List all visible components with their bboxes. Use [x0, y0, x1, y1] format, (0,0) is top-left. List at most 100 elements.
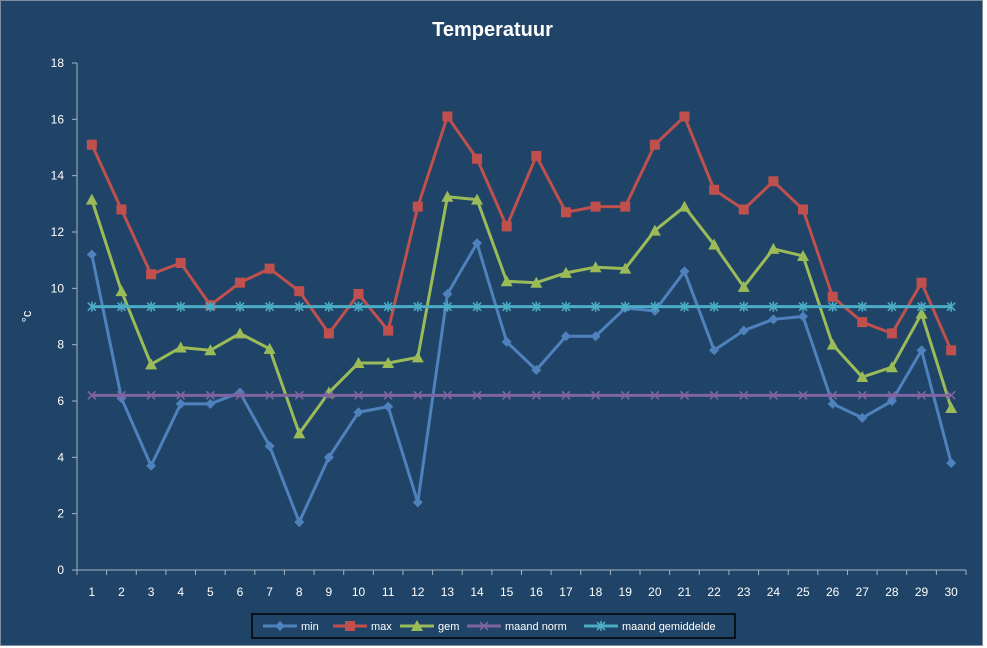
data-point-maand-norm [916, 390, 927, 400]
data-point-min [323, 452, 334, 463]
data-point-min [827, 398, 838, 409]
data-point-min [205, 398, 216, 409]
x-tick-label: 22 [707, 585, 721, 599]
data-point-max [472, 153, 483, 164]
x-tick-label: 19 [619, 585, 633, 599]
data-point-min [175, 398, 186, 409]
data-point-maand-gemiddelde [561, 301, 571, 312]
data-point-gem [797, 249, 810, 261]
legend-label-maand-gemiddelde: maand gemiddelde [622, 621, 716, 633]
x-tick-label: 15 [500, 585, 514, 599]
y-tick-label: 8 [57, 338, 64, 352]
data-point-gem [85, 193, 98, 205]
data-point-maand-norm [353, 390, 364, 400]
data-point-maand-gemiddelde [146, 301, 156, 312]
data-point-max [798, 204, 809, 215]
data-point-gem [293, 427, 306, 439]
data-point-max [946, 345, 957, 356]
chart-title: Temperatuur [432, 19, 553, 41]
data-point-gem [648, 224, 661, 236]
data-point-max [531, 150, 542, 161]
legend-marker-max [345, 621, 355, 631]
data-point-maand-norm [768, 390, 778, 400]
data-point-gem [559, 266, 572, 278]
data-point-gem [411, 351, 424, 363]
y-tick-label: 4 [57, 450, 64, 464]
y-tick-label: 10 [51, 281, 65, 295]
x-tick-label: 6 [237, 585, 244, 599]
x-tick-label: 21 [678, 585, 692, 599]
data-point-gem [500, 275, 513, 287]
legend-label-gem: gem [438, 621, 459, 633]
data-point-maand-norm [798, 390, 808, 400]
data-point-maand-norm [294, 390, 304, 400]
data-point-max [116, 204, 127, 215]
x-tick-label: 27 [856, 585, 870, 599]
data-point-maand-gemiddelde [324, 301, 334, 312]
data-point-maand-norm [265, 390, 275, 400]
data-point-max [649, 139, 660, 150]
data-point-max [620, 201, 631, 212]
data-point-maand-gemiddelde [502, 301, 512, 312]
data-point-maand-norm [324, 390, 334, 400]
data-point-max [234, 277, 245, 288]
data-point-max [827, 291, 838, 302]
data-point-maand-gemiddelde [442, 301, 452, 312]
data-point-maand-norm [650, 390, 660, 400]
data-point-max [916, 277, 927, 288]
data-point-min [738, 325, 749, 336]
data-point-maand-gemiddelde [294, 301, 304, 312]
data-point-maand-norm [531, 390, 541, 400]
data-point-max [886, 328, 897, 339]
data-point-min [146, 460, 157, 471]
data-point-gem [263, 342, 276, 354]
data-point-max [501, 221, 512, 232]
data-point-min [798, 311, 809, 322]
data-point-min [857, 412, 868, 423]
data-point-maand-gemiddelde [916, 301, 927, 312]
data-point-max [323, 328, 334, 339]
data-point-maand-norm [857, 390, 867, 400]
x-tick-label: 13 [441, 585, 455, 599]
x-tick-label: 24 [767, 585, 781, 599]
legend-label-max: max [371, 621, 392, 633]
x-tick-label: 16 [530, 585, 544, 599]
data-point-gem [471, 193, 484, 205]
data-point-maand-norm [679, 390, 690, 400]
data-point-gem [352, 356, 365, 368]
data-point-gem [885, 361, 898, 373]
x-tick-label: 14 [470, 585, 484, 599]
x-tick-label: 23 [737, 585, 751, 599]
data-point-maand-norm [828, 390, 838, 400]
data-point-maand-norm [146, 390, 156, 400]
data-point-min [472, 238, 483, 249]
x-tick-label: 25 [796, 585, 810, 599]
data-point-max [679, 111, 690, 122]
data-point-min [916, 345, 927, 356]
x-tick-label: 11 [382, 585, 395, 599]
data-point-min [531, 365, 542, 376]
data-point-maand-gemiddelde [265, 301, 275, 312]
data-point-maand-norm [116, 390, 127, 400]
data-point-maand-gemiddelde [531, 301, 541, 312]
data-point-maand-norm [739, 390, 749, 400]
data-point-maand-norm [591, 390, 601, 400]
data-point-gem [441, 190, 454, 202]
x-tick-label: 10 [352, 585, 366, 599]
data-point-max [86, 139, 97, 150]
data-point-gem [530, 276, 543, 288]
data-point-min [86, 249, 97, 260]
data-point-maand-norm [472, 390, 482, 400]
data-point-min [442, 288, 453, 299]
data-point-maand-norm [205, 390, 215, 400]
legend-marker-min [275, 621, 285, 631]
data-point-max [383, 325, 394, 336]
data-point-maand-norm [383, 390, 393, 400]
data-point-gem [589, 261, 602, 273]
data-point-maand-gemiddelde [205, 301, 215, 312]
data-point-min [412, 497, 423, 508]
data-point-maand-gemiddelde [679, 301, 690, 312]
data-point-maand-gemiddelde [235, 301, 245, 312]
